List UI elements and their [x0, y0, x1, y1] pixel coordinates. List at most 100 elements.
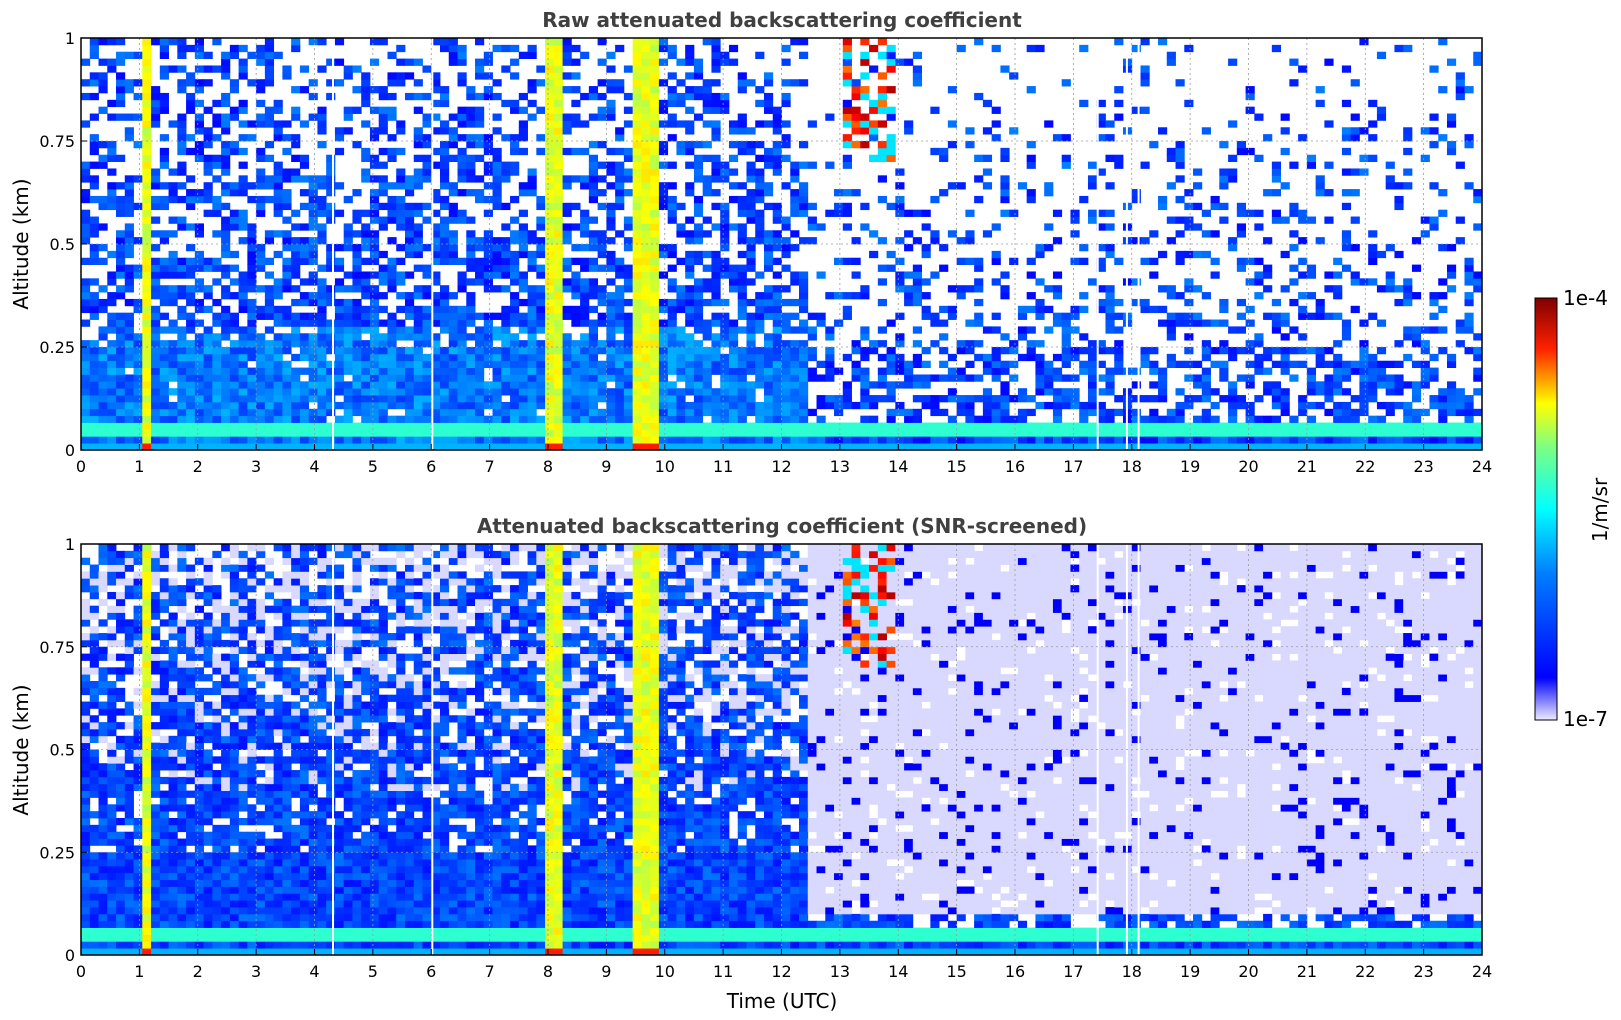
heatmap-cell — [965, 340, 975, 348]
heatmap-cell — [212, 120, 222, 128]
heatmap-cell — [606, 436, 616, 444]
heatmap-cell — [763, 353, 774, 362]
heatmap-cell — [1298, 292, 1308, 300]
heatmap-cell — [667, 216, 677, 224]
heatmap-cell — [1245, 305, 1255, 314]
heatmap-cell — [728, 58, 739, 66]
heatmap-cell — [1131, 436, 1141, 444]
heatmap-cell — [457, 429, 467, 437]
heatmap-cell — [229, 415, 240, 423]
heatmap-cell — [720, 443, 730, 451]
heatmap-cell — [518, 340, 528, 348]
heatmap-cell — [658, 340, 669, 348]
heatmap-cell — [124, 298, 134, 307]
heatmap-cell — [571, 415, 581, 423]
heatmap-cell — [466, 298, 476, 307]
heatmap-cell — [422, 326, 432, 334]
heatmap-cell — [869, 99, 879, 108]
heatmap-cell — [580, 443, 590, 451]
heatmap-cell — [842, 401, 852, 410]
heatmap-cell — [475, 134, 485, 142]
heatmap-cell — [580, 92, 590, 101]
heatmap-cell — [510, 298, 520, 307]
heatmap-cell — [186, 415, 196, 423]
heatmap-cell — [247, 374, 257, 382]
heatmap-cell — [632, 44, 642, 53]
heatmap-cell — [133, 79, 143, 87]
heatmap-cell — [1324, 271, 1334, 279]
heatmap-cell — [378, 175, 388, 183]
heatmap-cell — [238, 333, 248, 341]
heatmap-cell — [615, 285, 625, 293]
heatmap-cell — [177, 264, 187, 272]
heatmap-cell — [1236, 401, 1246, 410]
heatmap-cell — [475, 65, 485, 73]
heatmap-cell — [116, 367, 126, 375]
heatmap-cell — [159, 65, 169, 73]
heatmap-cell — [116, 271, 126, 279]
heatmap-cell — [282, 429, 292, 437]
heatmap-cell — [81, 742, 91, 750]
heatmap-cell — [81, 388, 91, 396]
heatmap-cell — [308, 381, 318, 389]
heatmap-cell — [475, 175, 485, 183]
heatmap-cell — [641, 381, 651, 389]
heatmap-cell — [1210, 360, 1220, 368]
heatmap-cell — [116, 209, 126, 217]
heatmap-cell — [1026, 305, 1036, 314]
heatmap-cell — [702, 264, 712, 272]
heatmap-cell — [1166, 353, 1176, 362]
heatmap-cell — [483, 86, 493, 94]
heatmap-cell — [711, 278, 721, 286]
heatmap-cell — [1341, 436, 1352, 444]
heatmap-cell — [81, 900, 91, 908]
heatmap-cell — [1263, 134, 1273, 142]
heatmap-cell — [440, 388, 450, 396]
heatmap-cell — [781, 120, 791, 128]
heatmap-cell — [422, 388, 432, 396]
heatmap-cell — [492, 113, 502, 121]
heatmap-cell — [623, 147, 634, 156]
heatmap-cell — [632, 395, 642, 403]
heatmap-cell — [527, 326, 537, 334]
heatmap-cell — [615, 408, 625, 417]
heatmap-cell — [396, 429, 406, 437]
heatmap-cell — [615, 436, 625, 444]
heatmap-cell — [737, 429, 747, 437]
heatmap-cell — [413, 353, 423, 362]
heatmap-cell — [588, 244, 599, 252]
heatmap-cell — [1359, 38, 1369, 46]
heatmap-cell — [1210, 257, 1220, 265]
heatmap-cell — [326, 443, 336, 451]
heatmap-cell — [1158, 367, 1168, 375]
heatmap-cell — [221, 395, 231, 403]
heatmap-cell — [816, 360, 826, 368]
heatmap-cell — [168, 264, 178, 272]
heatmap-cell — [755, 415, 765, 423]
heatmap-cell — [317, 230, 327, 238]
heatmap-cell — [256, 436, 266, 444]
heatmap-cell — [510, 353, 520, 362]
heatmap-cell — [860, 388, 870, 396]
heatmap-cell — [343, 319, 353, 327]
heatmap-cell — [825, 333, 835, 341]
heatmap-cell — [378, 429, 388, 437]
heatmap-cell — [912, 278, 922, 286]
heatmap-cell — [177, 120, 187, 128]
heatmap-cell — [1131, 278, 1141, 286]
heatmap-cell — [387, 312, 397, 320]
heatmap-cell — [553, 395, 563, 403]
heatmap-cell — [221, 120, 231, 128]
heatmap-cell — [142, 189, 152, 197]
heatmap-cell — [1420, 154, 1430, 162]
heatmap-cell — [1420, 340, 1430, 348]
heatmap-cell — [667, 202, 677, 211]
heatmap-cell — [247, 353, 257, 362]
heatmap-cell — [1096, 298, 1106, 307]
heatmap-cell — [930, 374, 940, 382]
heatmap-cell — [956, 292, 966, 300]
heatmap-cell — [1333, 257, 1343, 265]
heatmap-cell — [212, 388, 222, 396]
heatmap-cell — [650, 237, 660, 245]
heatmap-cell — [212, 298, 222, 307]
